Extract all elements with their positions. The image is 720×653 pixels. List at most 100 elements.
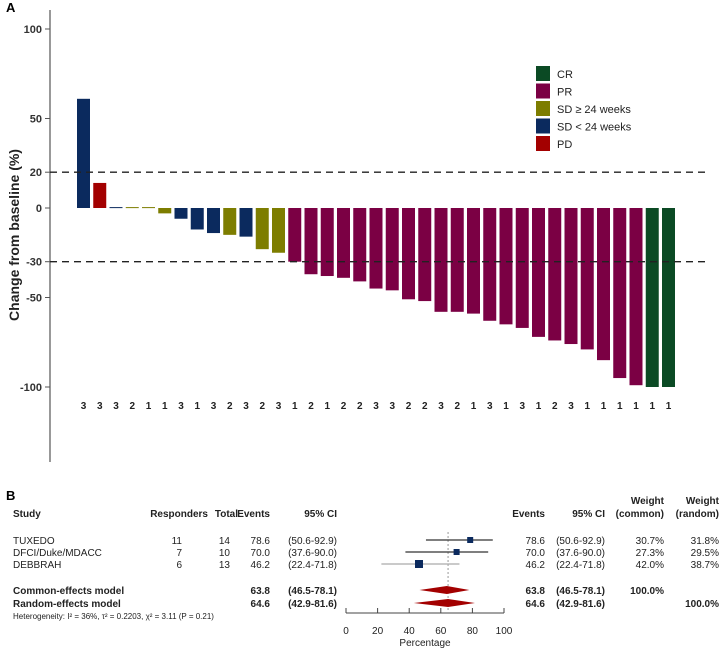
bar-19 bbox=[369, 208, 383, 289]
bar-7 bbox=[174, 208, 188, 219]
bar-10 bbox=[223, 208, 237, 235]
bar-26 bbox=[483, 208, 497, 321]
legend-swatch bbox=[536, 136, 550, 151]
bar-label: 3 bbox=[243, 401, 249, 412]
bar-25 bbox=[467, 208, 480, 314]
bar-31 bbox=[564, 208, 578, 345]
pooled-estimate-diamond bbox=[419, 586, 470, 594]
model-name: Common-effects model bbox=[13, 586, 124, 597]
waterfall-chart: 100 50 20 0 -30 -50 -100 Change from baseline (… bbox=[6, 10, 705, 462]
bar-label: 1 bbox=[666, 401, 672, 412]
bar-label: 2 bbox=[259, 401, 265, 412]
bar-37 bbox=[662, 208, 675, 387]
model-events: 63.8 bbox=[251, 586, 271, 597]
ci-right: (37.6-90.0) bbox=[556, 548, 605, 559]
y-tick-label: 100 bbox=[24, 24, 42, 36]
model-ci-right: (42.9-81.6) bbox=[556, 599, 605, 610]
events-right: 70.0 bbox=[526, 548, 546, 559]
legend-swatch bbox=[536, 66, 550, 81]
bar-label: 2 bbox=[552, 401, 558, 412]
bar-label: 1 bbox=[601, 401, 607, 412]
legend-label: SD ≥ 24 weeks bbox=[557, 104, 631, 116]
bar-32 bbox=[580, 208, 594, 350]
bar-label: 1 bbox=[471, 401, 477, 412]
bar-label: 2 bbox=[422, 401, 428, 412]
events-right: 46.2 bbox=[526, 560, 546, 571]
events: 70.0 bbox=[251, 548, 271, 559]
bar-label: 2 bbox=[454, 401, 460, 412]
legend-swatch bbox=[536, 118, 550, 134]
study-estimate-square bbox=[467, 537, 474, 543]
events: 46.2 bbox=[251, 560, 271, 571]
model-weight-random: 100.0% bbox=[685, 599, 719, 610]
bar-label: 2 bbox=[308, 401, 314, 412]
bar-5 bbox=[142, 207, 155, 209]
x-tick-label: 0 bbox=[343, 626, 349, 637]
ci: (37.6-90.0) bbox=[288, 548, 337, 559]
bar-27 bbox=[499, 208, 513, 325]
pooled-estimate-diamond bbox=[413, 599, 475, 607]
header-weight-common: Weight bbox=[631, 496, 665, 507]
bar-label: 3 bbox=[81, 401, 87, 412]
header-events: Events bbox=[237, 509, 270, 520]
bar-label: 1 bbox=[194, 401, 200, 412]
bar-label: 2 bbox=[357, 401, 363, 412]
study-name: DFCI/Duke/MDACC bbox=[13, 548, 102, 559]
header-ci: 95% CI bbox=[304, 509, 337, 520]
y-tick-label: -50 bbox=[26, 293, 42, 305]
bar-label: 1 bbox=[324, 401, 330, 412]
bar-label: 2 bbox=[227, 401, 233, 412]
header-weight-random-sub: (random) bbox=[676, 509, 719, 520]
header-weight-random: Weight bbox=[686, 496, 720, 507]
bar-label: 3 bbox=[113, 401, 119, 412]
bar-label: 2 bbox=[406, 401, 412, 412]
bar-label: 1 bbox=[503, 401, 509, 412]
bar-29 bbox=[532, 208, 545, 337]
bar-label: 3 bbox=[276, 401, 282, 412]
x-tick-label: 80 bbox=[467, 626, 479, 637]
header-total: Total bbox=[215, 509, 238, 520]
bar-14 bbox=[288, 208, 302, 262]
bar-label: 3 bbox=[389, 401, 395, 412]
total: 10 bbox=[219, 548, 231, 559]
events: 78.6 bbox=[251, 536, 271, 547]
bar-6 bbox=[158, 208, 172, 214]
ci-right: (22.4-71.8) bbox=[556, 560, 605, 571]
weight-random: 29.5% bbox=[691, 548, 719, 559]
bar-label: 3 bbox=[568, 401, 574, 412]
bar-12 bbox=[255, 208, 269, 250]
bar-label: 3 bbox=[97, 401, 103, 412]
bar-label: 2 bbox=[129, 401, 135, 412]
header-ci-right: 95% CI bbox=[572, 509, 605, 520]
bar-label: 1 bbox=[649, 401, 655, 412]
ci: (22.4-71.8) bbox=[288, 560, 337, 571]
model-events-right: 63.8 bbox=[526, 586, 546, 597]
x-tick-label: 60 bbox=[435, 626, 447, 637]
responders: 11 bbox=[172, 536, 183, 547]
y-tick-label: -100 bbox=[20, 382, 42, 394]
bar-label: 1 bbox=[162, 401, 168, 412]
panel-label-b: B bbox=[6, 488, 15, 503]
bar-20 bbox=[385, 208, 399, 291]
responders: 6 bbox=[176, 560, 182, 571]
bar-label: 1 bbox=[617, 401, 623, 412]
bar-16 bbox=[320, 208, 334, 277]
header-weight-common-sub: (common) bbox=[616, 509, 664, 520]
bar-15 bbox=[304, 208, 318, 275]
events-right: 78.6 bbox=[526, 536, 546, 547]
ci: (50.6-92.9) bbox=[288, 536, 337, 547]
bar-30 bbox=[548, 208, 562, 341]
bar-label: 3 bbox=[438, 401, 444, 412]
bar-label: 1 bbox=[146, 401, 152, 412]
bar-4 bbox=[125, 207, 139, 209]
model-events-right: 64.6 bbox=[526, 599, 546, 610]
bar-18 bbox=[353, 208, 367, 282]
bar-11 bbox=[239, 208, 253, 237]
bar-33 bbox=[597, 208, 610, 361]
weight-random: 38.7% bbox=[691, 560, 719, 571]
bar-label: 1 bbox=[292, 401, 298, 412]
bar-label: 1 bbox=[584, 401, 590, 412]
header-responders: Responders bbox=[150, 509, 208, 520]
bar-23 bbox=[434, 208, 448, 312]
bar-2 bbox=[93, 182, 107, 208]
